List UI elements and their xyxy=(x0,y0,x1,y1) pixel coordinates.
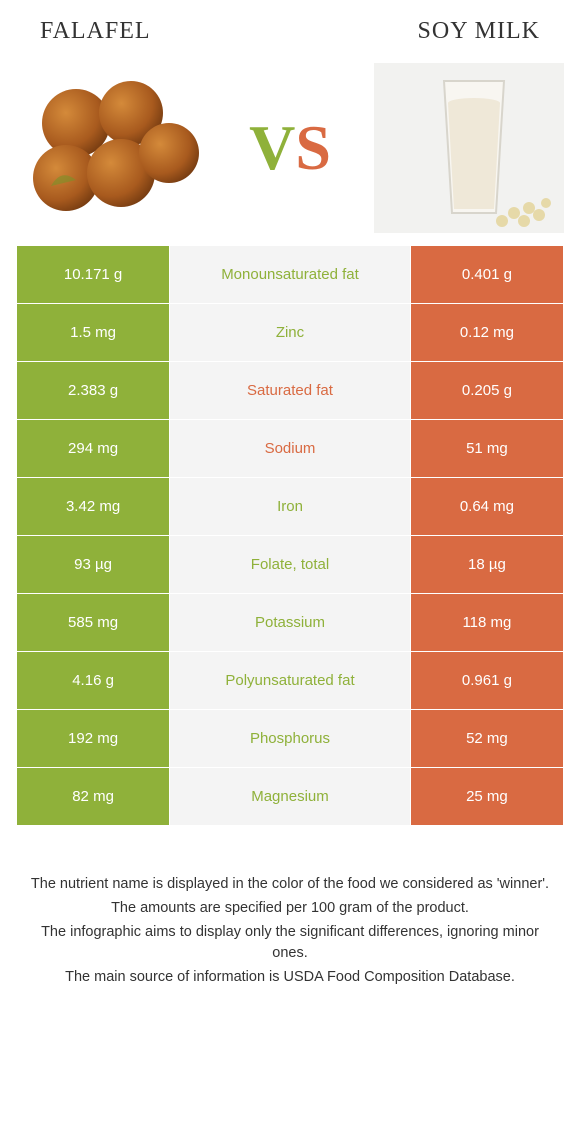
nutrient-label-cell: Phosphorus xyxy=(170,710,411,768)
footnote-line: The amounts are specified per 100 gram o… xyxy=(30,898,550,920)
comparison-table-wrap: 10.171 gMonounsaturated fat0.401 g1.5 mg… xyxy=(0,245,580,826)
vs-v: V xyxy=(249,111,295,185)
left-value-cell: 585 mg xyxy=(17,594,170,652)
left-food-title: Falafel xyxy=(40,18,151,45)
falafel-icon xyxy=(21,68,201,228)
vs-label: VS xyxy=(249,111,331,185)
table-row: 192 mgPhosphorus52 mg xyxy=(17,710,564,768)
soymilk-image xyxy=(374,63,564,233)
nutrient-label-cell: Polyunsaturated fat xyxy=(170,652,411,710)
right-value-cell: 0.401 g xyxy=(410,246,563,304)
right-value-cell: 0.961 g xyxy=(410,652,563,710)
left-value-cell: 192 mg xyxy=(17,710,170,768)
right-value-cell: 52 mg xyxy=(410,710,563,768)
footnote-line: The main source of information is USDA F… xyxy=(30,967,550,989)
left-value-cell: 2.383 g xyxy=(17,362,170,420)
footnote: The nutrient name is displayed in the co… xyxy=(0,826,580,989)
nutrient-label-cell: Iron xyxy=(170,478,411,536)
footnote-line: The nutrient name is displayed in the co… xyxy=(30,874,550,896)
left-value-cell: 93 µg xyxy=(17,536,170,594)
nutrient-label-cell: Saturated fat xyxy=(170,362,411,420)
nutrient-label-cell: Sodium xyxy=(170,420,411,478)
left-value-cell: 3.42 mg xyxy=(17,478,170,536)
falafel-image xyxy=(16,63,206,233)
footnote-line: The infographic aims to display only the… xyxy=(30,922,550,966)
table-row: 1.5 mgZinc0.12 mg xyxy=(17,304,564,362)
table-row: 10.171 gMonounsaturated fat0.401 g xyxy=(17,246,564,304)
header-row: Falafel Soy milk xyxy=(0,0,580,53)
soymilk-icon xyxy=(374,63,564,233)
nutrient-label-cell: Potassium xyxy=(170,594,411,652)
right-value-cell: 25 mg xyxy=(410,768,563,826)
table-row: 585 mgPotassium118 mg xyxy=(17,594,564,652)
right-food-title: Soy milk xyxy=(418,18,540,45)
right-value-cell: 118 mg xyxy=(410,594,563,652)
nutrient-label-cell: Zinc xyxy=(170,304,411,362)
comparison-infographic: Falafel Soy milk VS xyxy=(0,0,580,989)
left-value-cell: 4.16 g xyxy=(17,652,170,710)
left-value-cell: 82 mg xyxy=(17,768,170,826)
right-value-cell: 0.205 g xyxy=(410,362,563,420)
vs-s: S xyxy=(295,111,331,185)
nutrient-label-cell: Magnesium xyxy=(170,768,411,826)
table-row: 2.383 gSaturated fat0.205 g xyxy=(17,362,564,420)
right-value-cell: 51 mg xyxy=(410,420,563,478)
table-row: 82 mgMagnesium25 mg xyxy=(17,768,564,826)
images-row: VS xyxy=(0,53,580,245)
left-value-cell: 10.171 g xyxy=(17,246,170,304)
left-value-cell: 1.5 mg xyxy=(17,304,170,362)
comparison-table: 10.171 gMonounsaturated fat0.401 g1.5 mg… xyxy=(16,245,564,826)
right-value-cell: 0.12 mg xyxy=(410,304,563,362)
table-row: 93 µgFolate, total18 µg xyxy=(17,536,564,594)
right-value-cell: 18 µg xyxy=(410,536,563,594)
table-row: 4.16 gPolyunsaturated fat0.961 g xyxy=(17,652,564,710)
table-row: 294 mgSodium51 mg xyxy=(17,420,564,478)
nutrient-label-cell: Folate, total xyxy=(170,536,411,594)
nutrient-label-cell: Monounsaturated fat xyxy=(170,246,411,304)
table-row: 3.42 mgIron0.64 mg xyxy=(17,478,564,536)
right-value-cell: 0.64 mg xyxy=(410,478,563,536)
left-value-cell: 294 mg xyxy=(17,420,170,478)
